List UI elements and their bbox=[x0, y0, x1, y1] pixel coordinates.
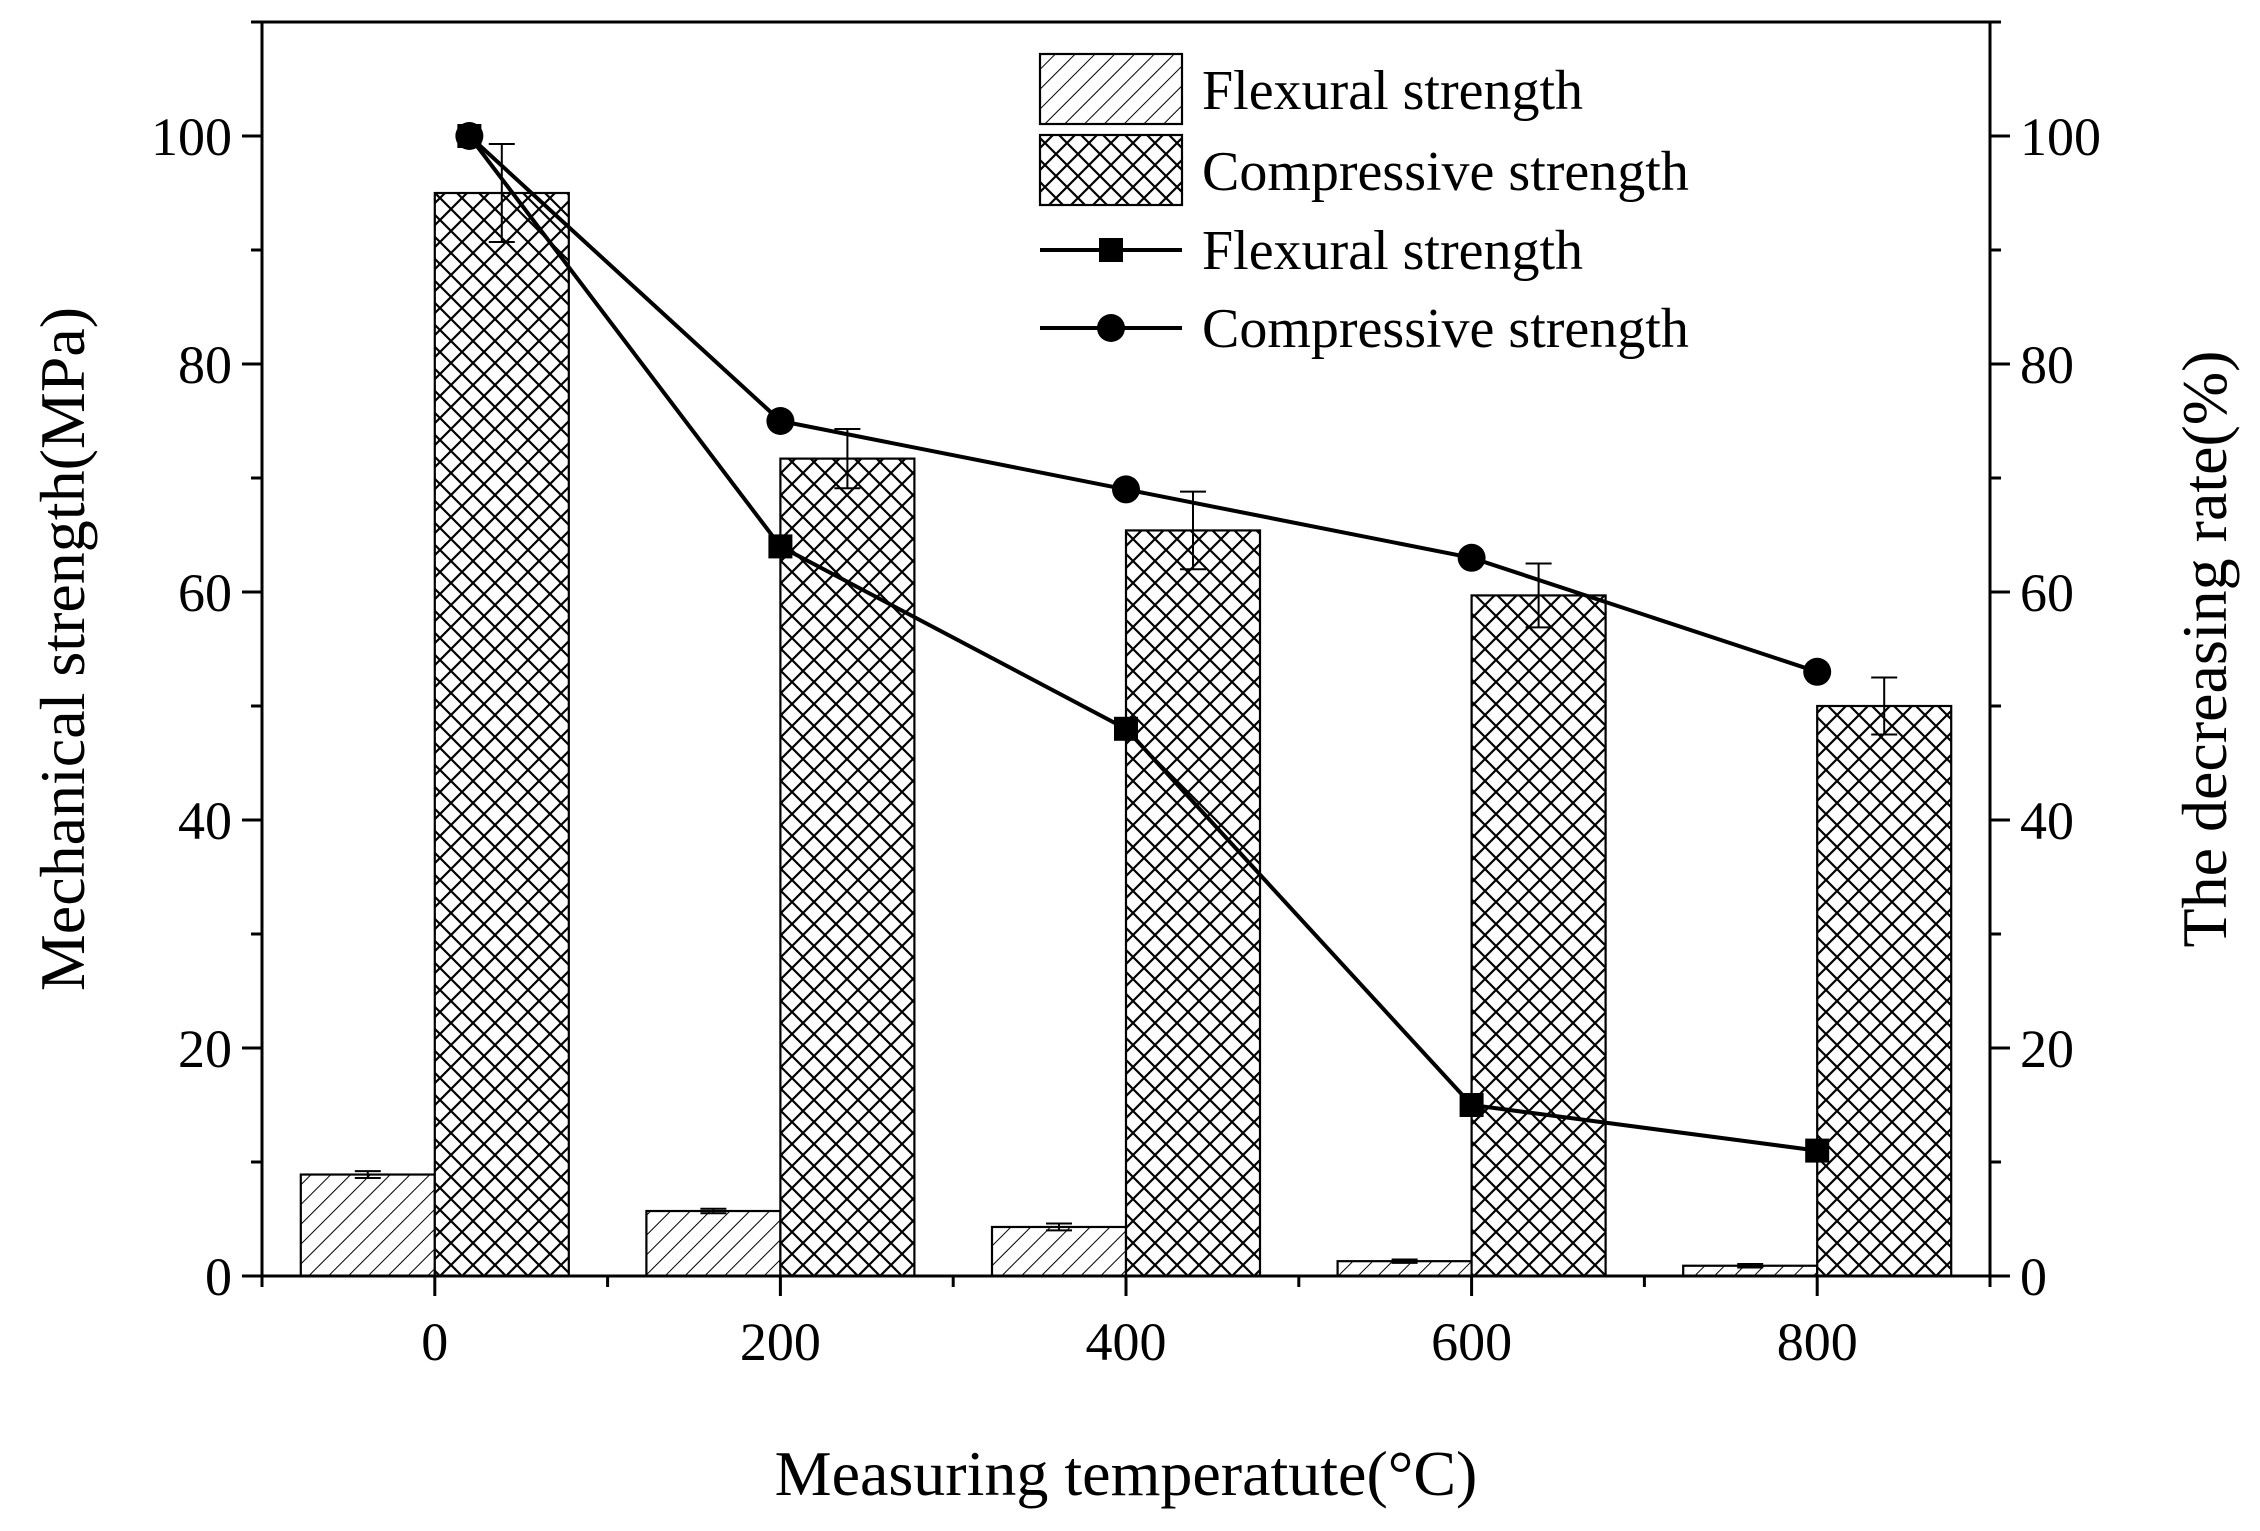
bar-flexural bbox=[990, 1225, 1128, 1278]
legend-marker-circle bbox=[1097, 314, 1125, 342]
bar-compressive bbox=[1470, 594, 1607, 1278]
y2-tick-label: 60 bbox=[2020, 563, 2074, 623]
axes-layer: 0 200 400 600 800 0 20 40 60 80 100 0 20 40 60 80 100 Mea… bbox=[27, 20, 2240, 1509]
legend: Flexural strength Compressive strength Fle… bbox=[1038, 52, 1689, 360]
y-tick-label: 80 bbox=[178, 335, 232, 395]
x-tick-label: 200 bbox=[740, 1312, 821, 1372]
y-tick-label: 40 bbox=[178, 791, 232, 851]
y2-tick-label: 20 bbox=[2020, 1019, 2074, 1079]
marker-square bbox=[1805, 1138, 1830, 1163]
marker-square bbox=[1459, 1093, 1484, 1117]
marker-square bbox=[768, 534, 793, 559]
legend-label: Flexural strength bbox=[1202, 60, 1583, 122]
x-tick-label: 800 bbox=[1777, 1312, 1858, 1372]
y2-tick-label: 100 bbox=[2020, 107, 2101, 167]
y2-tick-label: 0 bbox=[2020, 1247, 2047, 1307]
marker-circle bbox=[1803, 657, 1832, 686]
y2-axis-title: The decreasing rate(%) bbox=[2169, 351, 2240, 948]
bar-compressive bbox=[1124, 529, 1262, 1278]
x-tick-label: 400 bbox=[1086, 1312, 1167, 1372]
lines-layer bbox=[455, 122, 1832, 1163]
x-tick-label: 600 bbox=[1431, 1312, 1512, 1372]
marker-circle bbox=[455, 122, 484, 150]
x-axis-title: Measuring temperatute(°C) bbox=[775, 1438, 1478, 1509]
bars-layer bbox=[299, 142, 1953, 1278]
y-axis-title: Mechanical strength(MPa) bbox=[27, 307, 98, 991]
legend-label: Compressive strength bbox=[1202, 141, 1689, 203]
y-tick-label: 20 bbox=[178, 1019, 232, 1079]
marker-circle bbox=[1112, 475, 1140, 504]
legend-swatch bbox=[1038, 133, 1184, 207]
bar-compressive bbox=[433, 191, 570, 1278]
marker-square bbox=[1114, 716, 1138, 741]
bar-compressive bbox=[779, 457, 916, 1278]
y-tick-label: 100 bbox=[151, 107, 232, 167]
y2-tick-label: 80 bbox=[2020, 335, 2074, 395]
marker-circle bbox=[766, 407, 795, 435]
bar-compressive bbox=[1816, 704, 1953, 1278]
x-tick-label: 0 bbox=[421, 1312, 448, 1372]
legend-label: Flexural strength bbox=[1202, 220, 1583, 282]
y-tick-label: 0 bbox=[205, 1247, 232, 1307]
legend-marker-square bbox=[1099, 238, 1123, 262]
bar-flexural bbox=[299, 1173, 436, 1278]
y2-tick-label: 40 bbox=[2020, 791, 2074, 851]
marker-circle bbox=[1457, 543, 1486, 572]
legend-swatch bbox=[1038, 52, 1184, 126]
y-tick-label: 60 bbox=[178, 563, 232, 623]
legend-label: Compressive strength bbox=[1202, 298, 1689, 360]
bar-flexural bbox=[645, 1209, 782, 1278]
